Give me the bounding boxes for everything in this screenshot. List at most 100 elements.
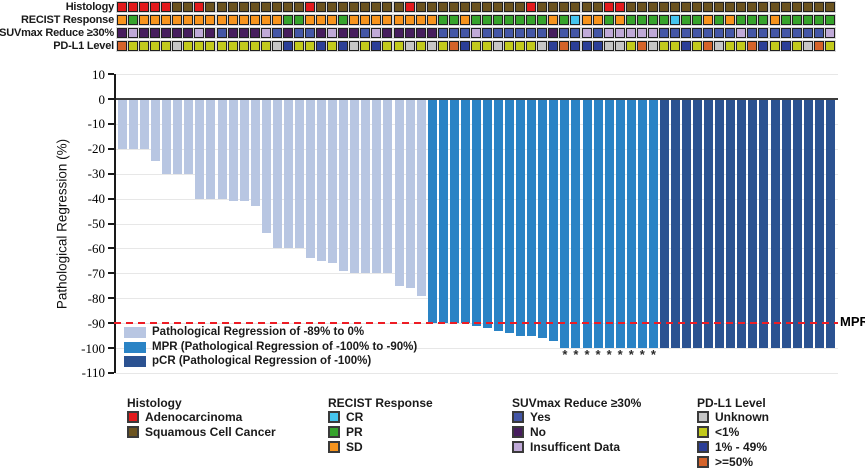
y-tick-label: 10 [92, 66, 105, 82]
regression-bar [715, 100, 725, 348]
legend-item-label: Insufficent Data [530, 440, 621, 454]
regression-bar [682, 100, 692, 348]
histology-cell [182, 1, 195, 13]
suvmax-cell [414, 27, 427, 39]
pdl1-cell [469, 40, 482, 52]
pdl1-cell [270, 40, 283, 52]
pdl1-cell [514, 40, 527, 52]
pdl1-cell [757, 40, 770, 52]
y-axis-line [114, 74, 116, 373]
legend-item-label: SD [346, 440, 363, 454]
regression-bar [317, 100, 327, 261]
x-axis-zero-line [114, 98, 838, 100]
regression-bar [482, 100, 492, 329]
suvmax-cell [790, 27, 803, 39]
suvmax-cell [713, 27, 726, 39]
regression-bar [615, 100, 625, 348]
suvmax-cell [724, 27, 737, 39]
histology-cell [281, 1, 294, 13]
recist-cell [480, 14, 493, 26]
suvmax-cell [326, 27, 339, 39]
asterisk-marker: * [650, 347, 656, 362]
recist-cell [304, 14, 317, 26]
regression-bar [350, 100, 360, 274]
pdl1-cell [458, 40, 471, 52]
recist-cell [503, 14, 516, 26]
pdl1-cell [480, 40, 493, 52]
regression-bar [195, 100, 205, 199]
recist-cell [591, 14, 604, 26]
suvmax-cell [315, 27, 328, 39]
recist-cell [270, 14, 283, 26]
y-tick-label: -60 [87, 240, 105, 256]
regression-bar [162, 100, 172, 174]
histology-cell [503, 1, 516, 13]
pdl1-cell [204, 40, 217, 52]
gridline [115, 74, 838, 76]
regression-bar [604, 100, 614, 348]
recist-cell [315, 14, 328, 26]
suvmax-cell [270, 27, 283, 39]
regression-bar [748, 100, 758, 348]
regression-bar [261, 100, 271, 234]
histology-cell [735, 1, 748, 13]
regression-bar [416, 100, 426, 296]
regression-bar [770, 100, 780, 348]
legend-item-swatch [328, 411, 340, 423]
pdl1-cell [292, 40, 305, 52]
suvmax-cell [458, 27, 471, 39]
y-tick-label: -100 [81, 340, 105, 356]
regression-bar [405, 100, 415, 289]
regression-bar [704, 100, 714, 348]
recist-cell [381, 14, 394, 26]
y-tick-label: -80 [87, 290, 105, 306]
pdl1-cell [779, 40, 792, 52]
regression-bar [151, 100, 161, 162]
regression-bar [505, 100, 515, 334]
track-label-pdl1: PD-L1 Level [53, 40, 114, 52]
legend-item-label: Squamous Cell Cancer [145, 425, 276, 439]
regression-bar [272, 100, 282, 249]
y-tick-mark [108, 197, 114, 200]
suvmax-cell [182, 27, 195, 39]
recist-cell [414, 14, 427, 26]
regression-bar [671, 100, 680, 348]
suvmax-cell [702, 27, 715, 39]
recist-cell [779, 14, 792, 26]
pdl1-cell [768, 40, 781, 52]
legend-item-label: CR [346, 410, 364, 424]
suvmax-cell [613, 27, 626, 39]
regression-bar [538, 100, 548, 339]
y-tick-label: -40 [87, 191, 105, 207]
suvmax-cell [436, 27, 449, 39]
y-tick-mark [108, 222, 114, 225]
pdl1-cell [326, 40, 339, 52]
regression-bar [781, 100, 791, 348]
histology-cell [315, 1, 328, 13]
suvmax-cell [823, 27, 836, 39]
asterisk-marker: * [639, 347, 645, 362]
recist-cell [624, 14, 637, 26]
pdl1-cell [691, 40, 704, 52]
histology-cell [547, 1, 560, 13]
recist-cell [160, 14, 173, 26]
pdl1-cell [613, 40, 626, 52]
regression-bar [129, 100, 139, 149]
y-tick-label: -70 [87, 265, 105, 281]
regression-bar [184, 100, 194, 174]
regression-bar [294, 100, 304, 249]
histology-cell [558, 1, 571, 13]
suvmax-cell [525, 27, 538, 39]
pdl1-cell [436, 40, 449, 52]
pdl1-cell [735, 40, 748, 52]
histology-cell [646, 1, 659, 13]
suvmax-cell [635, 27, 648, 39]
histology-cell [514, 1, 527, 13]
pdl1-cell [702, 40, 715, 52]
suvmax-cell [812, 27, 825, 39]
legend-item-swatch [697, 441, 709, 453]
mpr-legend-swatch [124, 341, 146, 353]
recist-cell [768, 14, 781, 26]
recist-cell [724, 14, 737, 26]
